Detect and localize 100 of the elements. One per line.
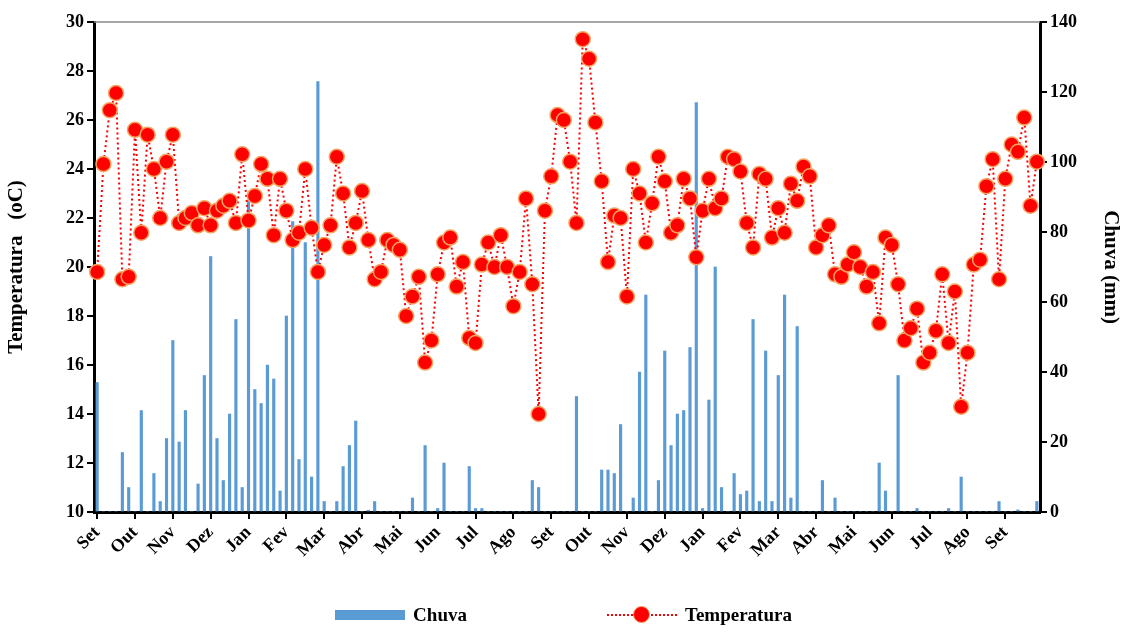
bar	[612, 473, 616, 512]
bar	[177, 441, 181, 512]
bar	[196, 483, 200, 512]
x-tick-label: Jan	[674, 521, 709, 556]
bar	[467, 466, 471, 512]
bar	[745, 490, 749, 512]
x-tick-label: Nov	[142, 521, 179, 558]
x-tick-label: Set	[526, 521, 558, 553]
bar	[139, 410, 143, 512]
x-tick-label: Ago	[937, 521, 974, 558]
x-tick-label: Nov	[596, 521, 634, 558]
bar	[278, 490, 282, 512]
y-tick-label: 18	[66, 304, 84, 325]
bar	[757, 501, 761, 512]
bar	[631, 497, 635, 512]
bar	[183, 410, 188, 512]
bar	[606, 469, 610, 512]
y-tick-label: 26	[66, 108, 84, 129]
bar	[284, 315, 288, 512]
bar	[152, 473, 156, 512]
bar	[120, 452, 124, 512]
x-tick-label: Fev	[712, 521, 747, 556]
bar	[619, 424, 623, 512]
x-tick-label: Set	[980, 521, 1012, 553]
bar	[480, 508, 484, 512]
bar	[738, 494, 743, 512]
x-tick-label: Out	[559, 521, 596, 557]
bar	[877, 462, 881, 512]
bar	[164, 438, 169, 512]
y2-tick-label: 0	[1050, 500, 1059, 521]
x-tick-label: Out	[105, 521, 142, 557]
bar	[265, 364, 270, 512]
bar	[764, 350, 768, 512]
bar	[259, 403, 263, 512]
x-tick-label: Mai	[824, 521, 861, 558]
bar	[713, 266, 717, 512]
y2-tick-label: 60	[1050, 290, 1068, 311]
y-tick-label: 30	[66, 10, 84, 31]
bar	[701, 508, 705, 512]
bar	[783, 294, 787, 512]
bar	[234, 319, 238, 512]
x-tick-label: Abr	[786, 521, 823, 558]
y-tick-label: 16	[66, 353, 84, 374]
y2-axis-title: Chuva (mm)	[1099, 210, 1124, 324]
x-tick-label: Ago	[483, 521, 520, 558]
bar	[883, 490, 888, 512]
bar	[820, 480, 824, 512]
bar	[436, 508, 440, 512]
bar	[751, 319, 755, 512]
bar	[770, 501, 774, 512]
bar	[732, 473, 736, 512]
y2-tick-label: 140	[1050, 10, 1077, 31]
x-tick-label: Dez	[636, 521, 671, 557]
bar	[171, 340, 175, 512]
y-tick-label: 22	[66, 206, 84, 227]
bar	[789, 497, 793, 512]
y-tick-label: 20	[66, 255, 84, 276]
bar	[1035, 501, 1039, 512]
bar	[707, 399, 711, 512]
y2-tick-label: 80	[1050, 220, 1068, 241]
bar	[682, 410, 686, 512]
bar	[833, 497, 837, 512]
bar	[127, 487, 131, 512]
bar	[600, 469, 604, 512]
bar	[669, 445, 673, 512]
bar	[997, 501, 1001, 512]
x-tick-label: Mar	[746, 521, 785, 560]
y2-tick-label: 120	[1050, 80, 1077, 101]
bar	[253, 389, 257, 512]
bar	[297, 459, 301, 512]
y2-tick-label: 40	[1050, 360, 1068, 381]
x-tick-label: Mar	[292, 521, 331, 560]
bar	[354, 420, 358, 512]
bar	[221, 480, 225, 512]
bar	[574, 396, 579, 512]
bar	[959, 476, 963, 512]
y2-tick-label: 100	[1050, 150, 1077, 171]
bar	[347, 445, 351, 512]
bar	[310, 476, 314, 512]
bar	[303, 242, 307, 512]
bar	[341, 466, 345, 512]
x-tick-label: Dez	[182, 521, 217, 557]
y-tick-label: 12	[66, 451, 84, 472]
bar	[228, 413, 232, 512]
bar	[896, 375, 900, 512]
bar	[209, 256, 213, 512]
y-tick-label: 28	[66, 59, 84, 80]
bar	[373, 501, 377, 512]
bar	[410, 497, 415, 512]
bar	[530, 480, 534, 512]
bar	[795, 326, 799, 512]
x-tick-label: Mai	[369, 521, 406, 558]
bar	[423, 445, 427, 512]
bar	[776, 375, 780, 512]
bar	[663, 350, 667, 512]
x-tick-label: Jul	[904, 521, 936, 553]
bar	[322, 501, 326, 512]
x-tick-label: Set	[72, 521, 104, 553]
bar	[644, 294, 648, 512]
bar	[946, 508, 951, 512]
